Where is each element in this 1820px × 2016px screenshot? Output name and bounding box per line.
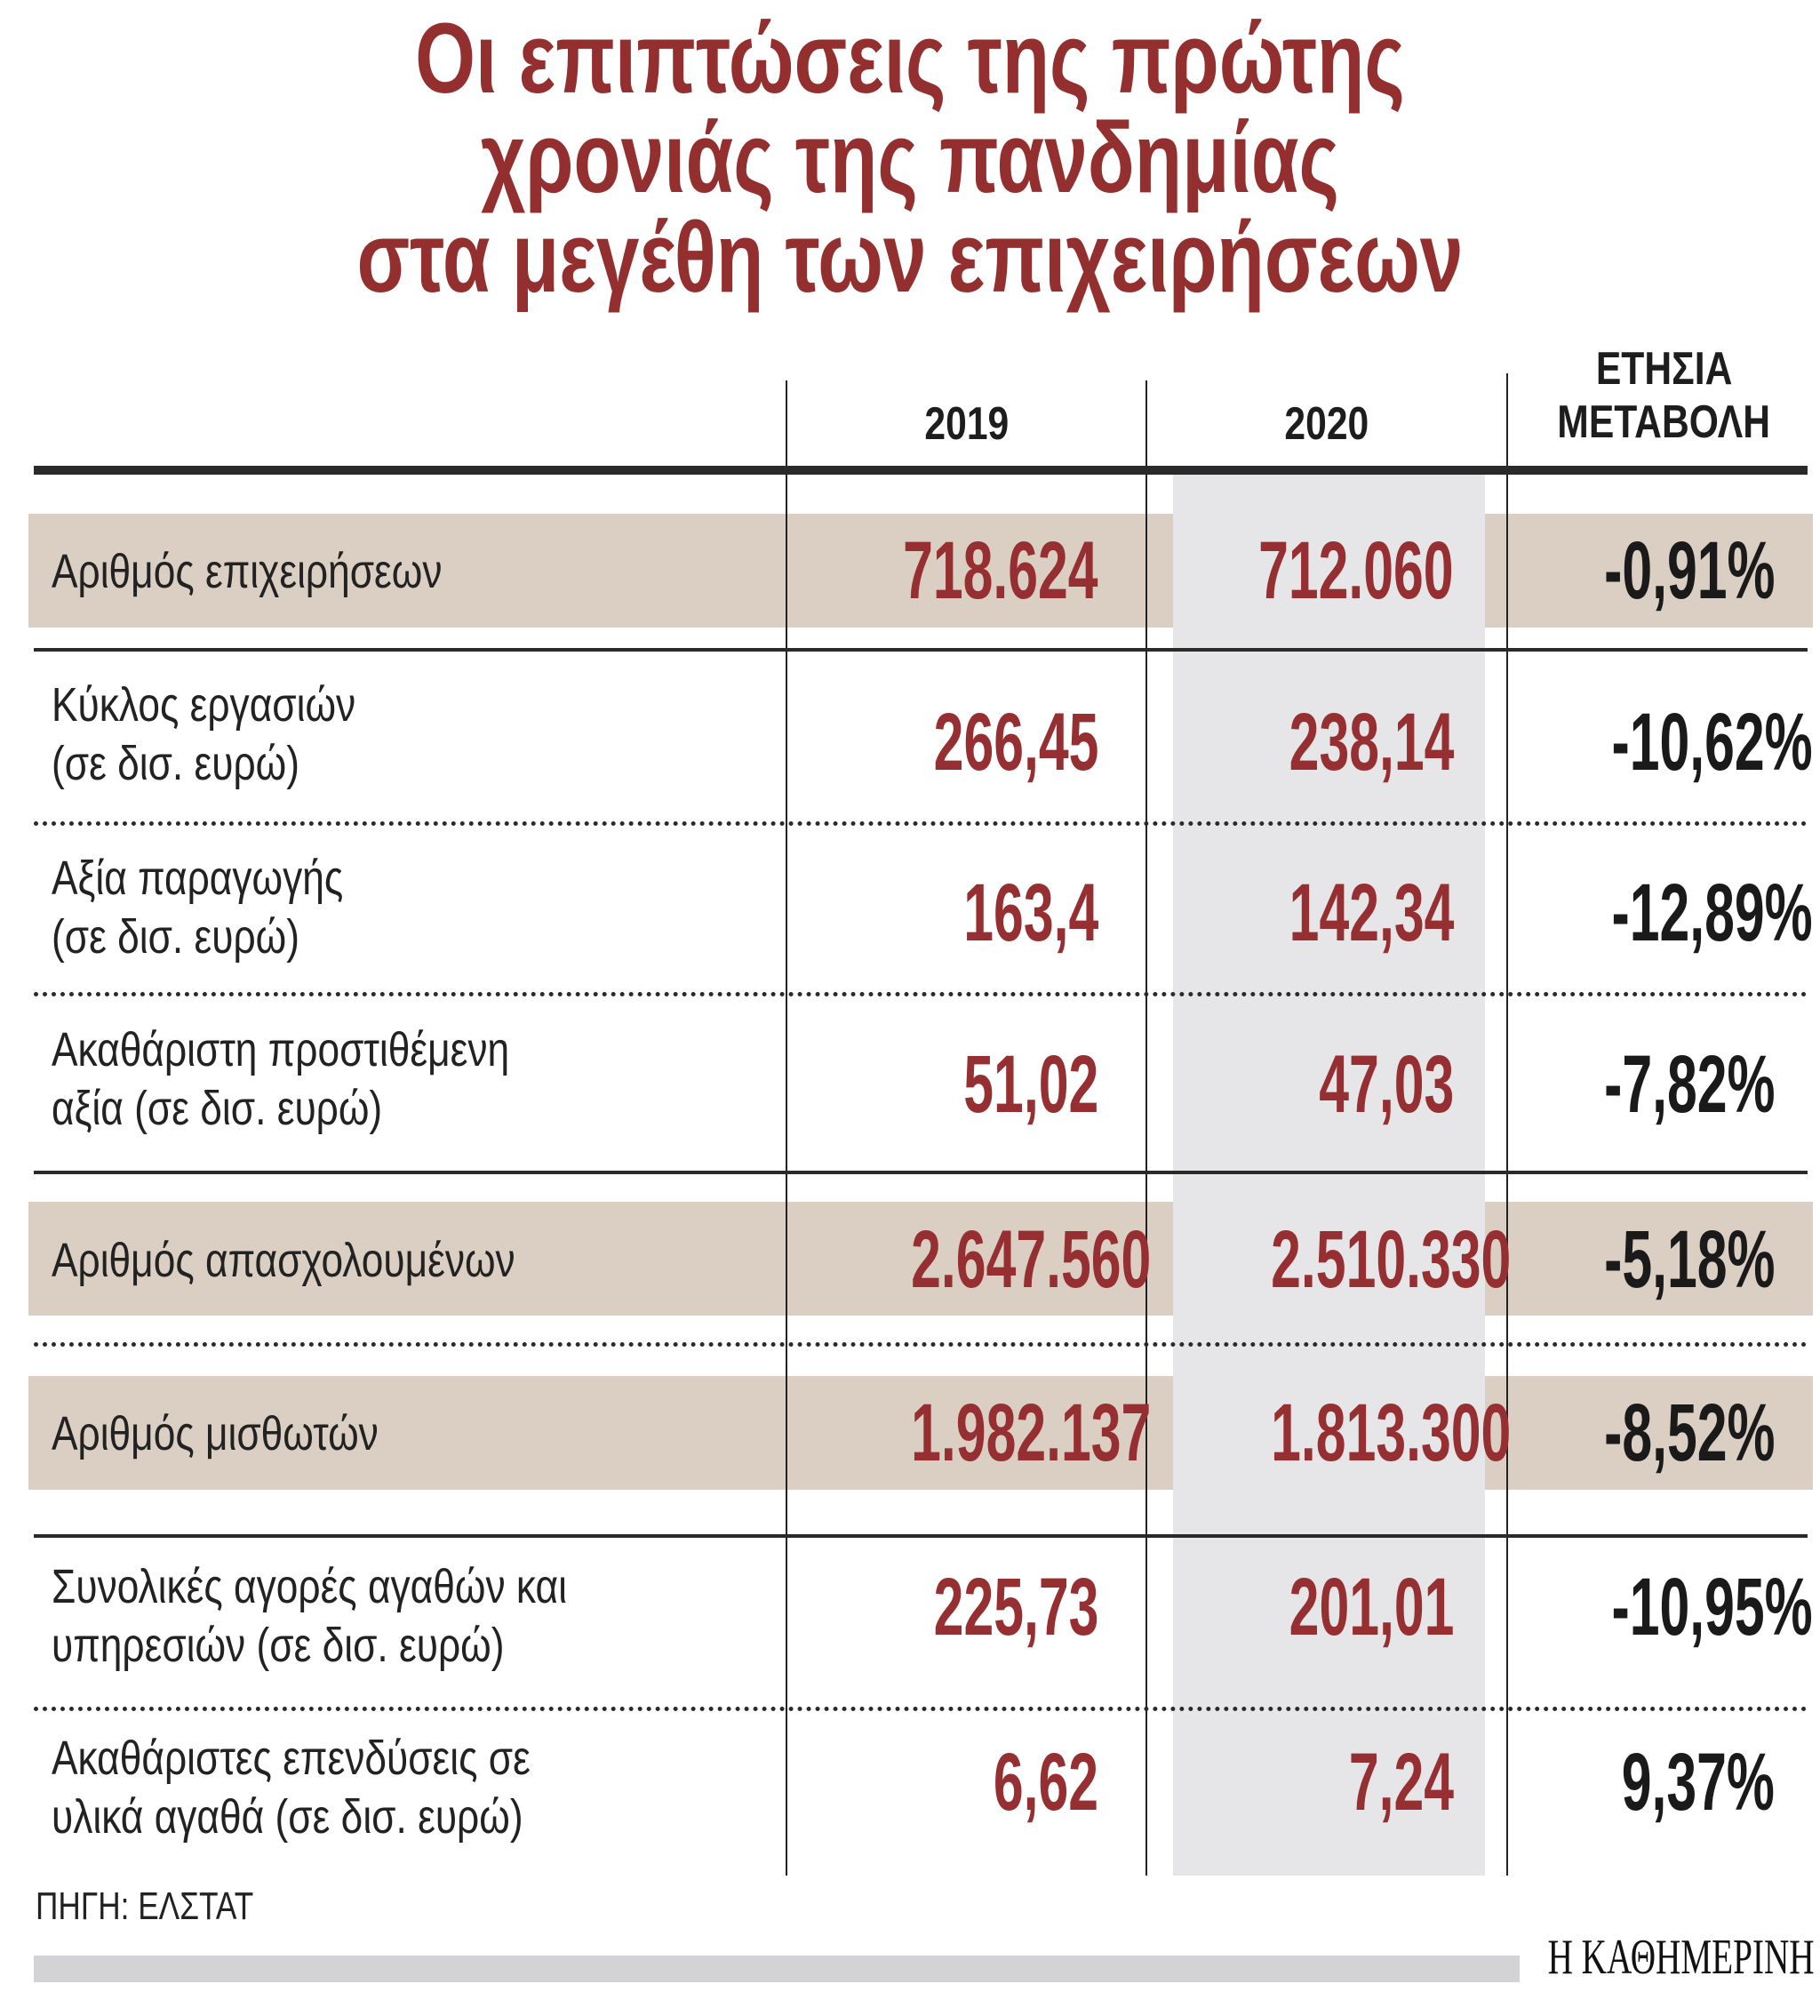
row-divider [34, 1342, 1808, 1347]
value-2019: 266,45 [933, 697, 1098, 788]
column-divider [1506, 373, 1508, 1876]
value-2020: 2.510.330 [1271, 1214, 1512, 1305]
section-rule [34, 1534, 1808, 1538]
row-label: Αριθμός επιχειρήσεων [52, 545, 443, 598]
value-2019: 6,62 [993, 1737, 1098, 1828]
value-change: 9,37% [1621, 1737, 1775, 1828]
section-rule [34, 1171, 1808, 1174]
row-label: Συνολικές αγορές αγαθών και υπηρεσιών (σε… [52, 1560, 567, 1672]
title-line-1: Οι επιπτώσεις της πρώτης [415, 3, 1405, 114]
header-2019: 2019 [924, 398, 1009, 450]
value-change: -7,82% [1603, 1039, 1775, 1130]
value-change: -10,95% [1611, 1562, 1813, 1652]
value-2020: 238,14 [1289, 697, 1454, 788]
value-2019: 1.982.137 [911, 1388, 1152, 1478]
value-2020: 201,01 [1289, 1562, 1454, 1652]
infographic-title: Οι επιπτώσεις της πρώτης χρονιάς της παν… [0, 9, 1820, 308]
row-divider [34, 821, 1808, 826]
value-2020: 142,34 [1289, 868, 1454, 958]
row-label: Αξία παραγωγής (σε δισ. ευρώ) [52, 852, 344, 964]
title-line-3: στα μεγέθη των επιχειρήσεων [356, 202, 1464, 313]
value-change: -5,18% [1603, 1214, 1775, 1305]
row-divider [34, 992, 1808, 996]
value-2019: 2.647.560 [911, 1214, 1152, 1305]
value-2019: 718.624 [903, 525, 1098, 616]
row-label: Ακαθάριστη προστιθέμενη αξία (σε δισ. ευρ… [52, 1023, 510, 1135]
row-band-salaried [28, 1376, 1813, 1490]
column-divider [1145, 380, 1147, 1876]
row-label: Ακαθάριστες επενδύσεις σε υλικά αγαθά (σε… [52, 1732, 531, 1844]
header-2020: 2020 [1284, 398, 1369, 450]
row-divider [34, 1707, 1808, 1711]
publisher-logo: Η ΚΑΘΗΜΕΡΙΝΗ [1547, 1930, 1815, 1985]
value-2019: 51,02 [963, 1039, 1098, 1130]
row-band-employed [28, 1202, 1813, 1316]
section-rule [34, 648, 1808, 652]
row-band-businesses [28, 514, 1813, 628]
value-2019: 225,73 [933, 1562, 1098, 1652]
value-change: -12,89% [1611, 868, 1813, 958]
row-label: Αριθμός μισθωτών [52, 1407, 379, 1460]
value-2020: 7,24 [1348, 1737, 1454, 1828]
column-divider [786, 380, 787, 1876]
header-annual-change: ΕΤΗΣΙΑ ΜΕΤΑΒΟΛΗ [1557, 343, 1771, 448]
source-note: ΠΗΓΗ: ΕΛΣΤΑΤ [36, 1884, 254, 1928]
title-line-2: χρονιάς της πανδημίας [481, 102, 1339, 213]
header-rule [34, 466, 1808, 475]
value-2020: 1.813.300 [1271, 1388, 1512, 1478]
value-2020: 712.060 [1258, 525, 1454, 616]
value-2020: 47,03 [1319, 1039, 1454, 1130]
row-label: Κύκλος εργασιών (σε δισ. ευρώ) [52, 678, 356, 790]
footer-bar [34, 1956, 1520, 1982]
value-2019: 163,4 [963, 868, 1098, 958]
value-change: -10,62% [1611, 697, 1813, 788]
value-change: -0,91% [1603, 525, 1775, 616]
value-change: -8,52% [1603, 1388, 1775, 1478]
row-label: Αριθμός απασχολουμένων [52, 1234, 515, 1287]
